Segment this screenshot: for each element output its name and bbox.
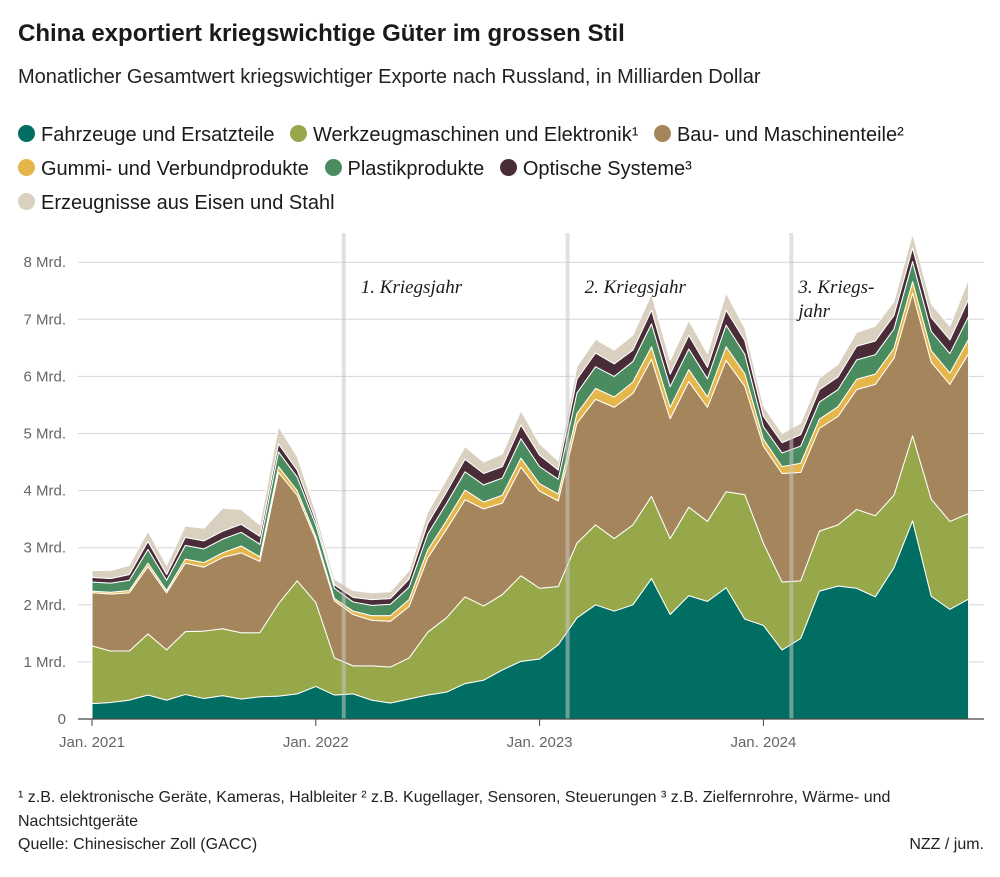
legend: Fahrzeuge und Ersatzteile Werkzeugmaschi… [18, 118, 978, 220]
y-tick-label-2: 2 Mrd. [23, 597, 66, 614]
x-tick-label-3: Jan. 2024 [730, 734, 796, 751]
legend-item-optisch: Optische Systeme³ [499, 152, 692, 186]
x-tick-label-0: Jan. 2021 [59, 734, 125, 751]
war-year-label-1: 2. Kriegsjahr [585, 277, 687, 298]
legend-label-optisch: Optische Systeme³ [522, 158, 692, 180]
y-tick-label-1: 1 Mrd. [23, 654, 66, 671]
legend-swatch-plastik [324, 159, 342, 176]
war-year-label-2: 3. Kriegs-jahr [795, 277, 874, 322]
legend-item-plastik: Plastikprodukte [324, 152, 485, 186]
area-series-6 [91, 233, 970, 601]
y-tick-label-8: 8 Mrd. [23, 254, 66, 271]
y-tick-label-7: 7 Mrd. [23, 311, 66, 328]
y-tick-label-3: 3 Mrd. [23, 540, 66, 557]
chart-subtitle: Monatlicher Gesamtwert kriegswichtiger E… [18, 66, 761, 88]
y-tick-label-6: 6 Mrd. [23, 368, 66, 385]
chart-title: China exportiert kriegswichtige Güter im… [18, 20, 625, 47]
legend-item-fahrzeuge: Fahrzeuge und Ersatzteile [18, 118, 274, 152]
legend-label-werkzeug: Werkzeugmaschinen und Elektronik¹ [313, 124, 639, 146]
footnote: ¹ z.B. elektronische Geräte, Kameras, Ha… [18, 789, 891, 830]
legend-swatch-eisen [18, 193, 35, 210]
legend-label-eisen: Erzeugnisse aus Eisen und Stahl [41, 192, 335, 214]
legend-item-gummi: Gummi- und Verbundprodukte [18, 152, 309, 186]
legend-item-bau: Bau- und Maschinenteile² [653, 118, 904, 152]
y-tick-label-5: 5 Mrd. [23, 426, 66, 443]
x-tick-label-1: Jan. 2022 [283, 734, 349, 751]
war-year-label-0: 1. Kriegsjahr [361, 277, 463, 298]
legend-swatch-gummi [18, 159, 35, 176]
stacked-area-chart: 0 1 Mrd. 2 Mrd. 3 Mrd. 4 Mrd. 5 Mrd. 6 Mrd. 7 M… [23, 233, 984, 751]
legend-swatch-werkzeug [290, 125, 308, 142]
x-tick-label-2: Jan. 2023 [507, 734, 573, 751]
y-tick-label-0: 0 [58, 711, 66, 728]
legend-label-plastik: Plastikprodukte [347, 158, 485, 180]
credit: NZZ / jum. [909, 836, 984, 853]
legend-swatch-fahrzeuge [18, 125, 35, 142]
y-tick-label-4: 4 Mrd. [23, 483, 66, 500]
legend-item-eisen: Erzeugnisse aus Eisen und Stahl [18, 186, 335, 220]
legend-label-bau: Bau- und Maschinenteile² [676, 124, 904, 146]
legend-label-gummi: Gummi- und Verbundprodukte [41, 158, 309, 180]
legend-item-werkzeug: Werkzeugmaschinen und Elektronik¹ [290, 118, 638, 152]
source: Quelle: Chinesischer Zoll (GACC) [18, 836, 258, 853]
legend-swatch-bau [653, 125, 671, 142]
legend-label-fahrzeuge: Fahrzeuge und Ersatzteile [41, 124, 275, 146]
legend-swatch-optisch [499, 159, 517, 176]
